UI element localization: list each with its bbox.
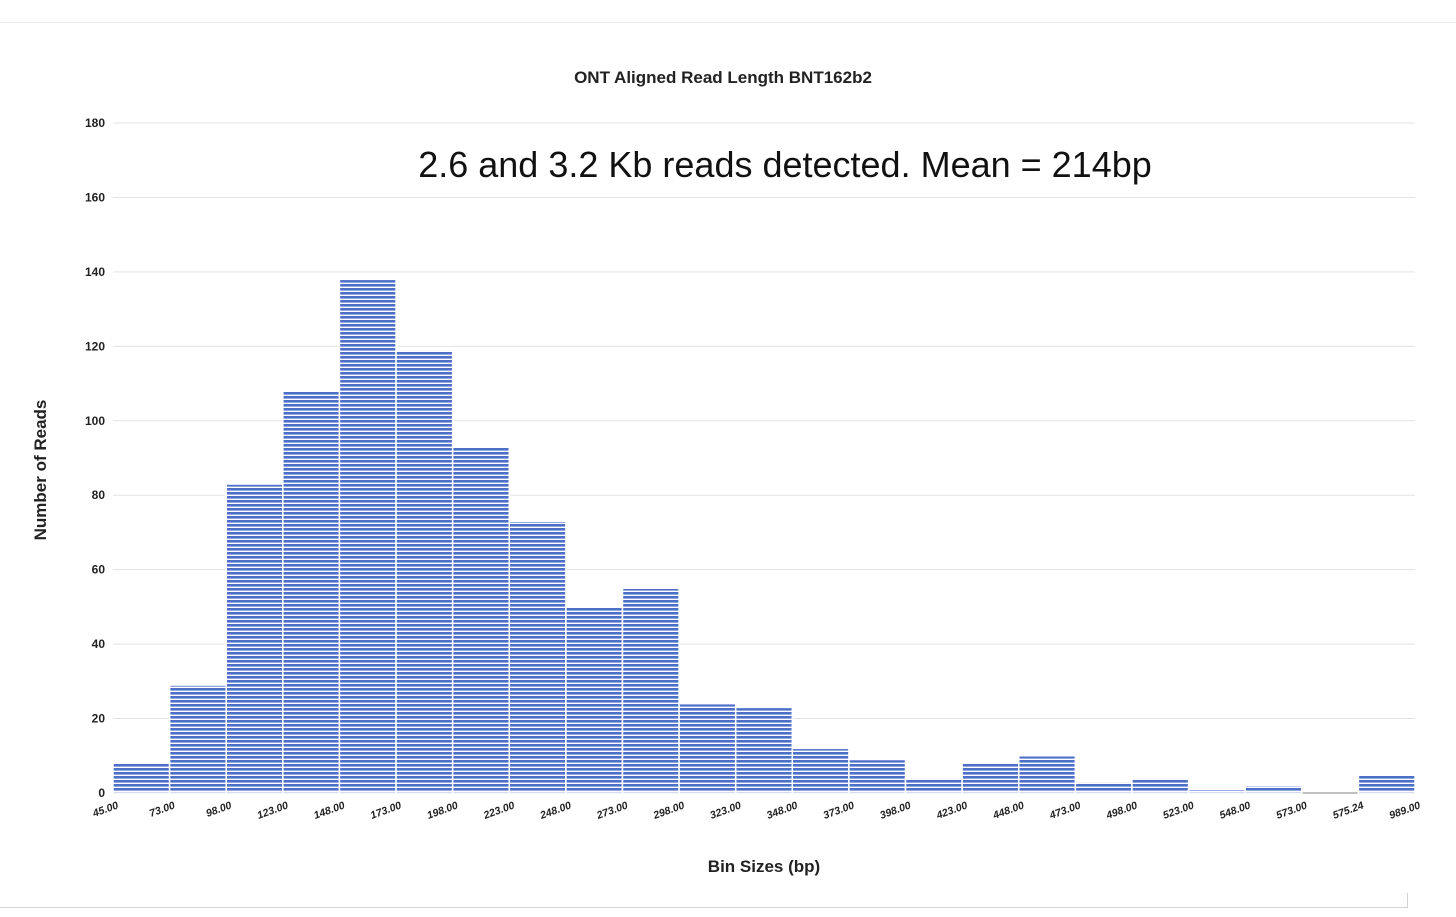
histogram-bar (678, 702, 737, 794)
x-axis-ticks: 45.00 73.00 98.00 123.00 148.00 173.00 198.00 2… (90, 799, 1422, 822)
histogram-bar (451, 446, 511, 794)
chart-title: ONT Aligned Read Length BNT162b2 (574, 68, 872, 87)
y-axis-label: Number of Reads (31, 400, 50, 541)
x-tick-label: 423.00 (934, 799, 969, 822)
x-tick-label: 323.00 (708, 799, 742, 821)
x-tick-label: 989.00 (1388, 799, 1422, 821)
x-tick-label: 73.00 (148, 799, 177, 819)
x-tick-label: 373.00 (822, 799, 856, 821)
y-tick-label: 160 (85, 190, 105, 204)
histogram-bar (1017, 755, 1077, 794)
histogram-bar (1357, 773, 1416, 794)
y-tick-label: 120 (85, 339, 105, 353)
x-tick-label: 398.00 (878, 799, 912, 821)
histogram-bar (904, 777, 963, 794)
chart-annotation: 2.6 and 3.2 Kb reads detected. Mean = 21… (418, 144, 1152, 185)
x-tick-label: 45.00 (90, 799, 120, 820)
histogram-bar (395, 349, 454, 794)
y-tick-label: 0 (98, 786, 105, 800)
bottom-divider-tick (1407, 893, 1408, 908)
x-tick-label: 575.24 (1331, 799, 1365, 821)
histogram-bar (734, 706, 794, 794)
x-tick-label: 498.00 (1104, 799, 1139, 822)
x-tick-label: 223.00 (481, 799, 516, 822)
histogram-bar (791, 747, 850, 794)
bar-layer (112, 278, 1416, 794)
x-tick-label: 98.00 (204, 799, 233, 819)
histogram-bar (848, 758, 907, 794)
histogram-bar (1074, 781, 1133, 794)
y-axis-ticks: 0 20 40 60 80 100 120 140 160 180 (85, 116, 105, 800)
histogram-bar (508, 520, 567, 794)
y-tick-label: 60 (92, 563, 106, 577)
histogram-bar (1187, 788, 1246, 794)
histogram-bar (112, 762, 171, 794)
x-tick-label: 573.00 (1275, 799, 1309, 821)
x-tick-label: 148.00 (312, 799, 346, 821)
x-tick-label: 273.00 (594, 799, 629, 822)
x-tick-label: 123.00 (256, 799, 290, 821)
histogram-bar (1244, 784, 1303, 794)
x-tick-label: 298.00 (651, 799, 686, 822)
y-tick-label: 180 (85, 116, 105, 130)
y-tick-label: 20 (92, 712, 106, 726)
histogram-bar (1131, 777, 1190, 794)
x-tick-label: 248.00 (538, 799, 573, 822)
histogram-bar (961, 762, 1020, 794)
x-tick-label: 473.00 (1047, 799, 1082, 822)
x-tick-label: 198.00 (425, 799, 459, 821)
top-divider (0, 22, 1456, 23)
histogram-bar (621, 587, 680, 794)
x-tick-label: 348.00 (765, 799, 799, 821)
histogram-bar (168, 684, 227, 794)
y-tick-label: 40 (92, 637, 106, 651)
x-tick-label: 548.00 (1218, 799, 1252, 821)
histogram-bar (565, 606, 624, 794)
x-axis-label: Bin Sizes (bp) (708, 857, 820, 876)
x-tick-label: 523.00 (1161, 799, 1195, 821)
x-tick-label: 448.00 (991, 799, 1026, 822)
y-tick-label: 80 (92, 488, 106, 502)
bottom-divider (0, 907, 1407, 908)
histogram-bar (338, 278, 397, 794)
x-tick-label: 173.00 (369, 799, 403, 821)
histogram-bar (282, 390, 341, 794)
y-tick-label: 100 (85, 414, 105, 428)
histogram-bar (225, 483, 284, 794)
y-tick-label: 140 (85, 265, 105, 279)
